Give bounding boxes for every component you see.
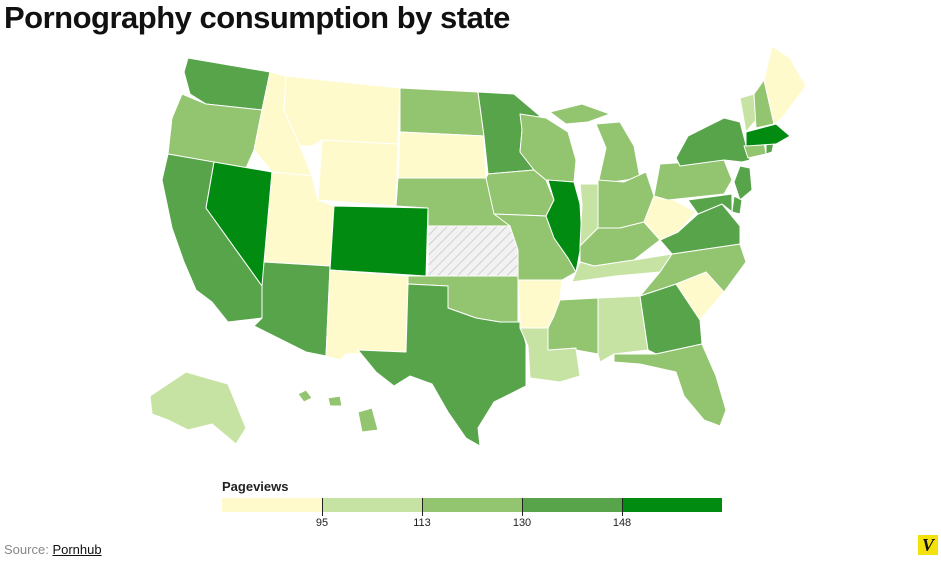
legend-tick	[522, 498, 523, 516]
state-wy	[317, 139, 399, 207]
state-ak	[149, 371, 247, 445]
legend-bin-4	[622, 498, 722, 512]
state-pa	[653, 159, 733, 201]
legend-bin-0	[222, 498, 322, 512]
legend-tick	[622, 498, 623, 516]
state-me	[763, 45, 807, 125]
vox-logo: V	[918, 535, 938, 555]
state-md	[687, 193, 741, 219]
legend-title: Pageviews	[222, 479, 289, 494]
source-link[interactable]: Pornhub	[52, 542, 102, 557]
state-az	[253, 261, 331, 357]
legend-tick-label: 95	[315, 517, 329, 529]
state-nj	[733, 165, 753, 201]
legend-bin-3	[522, 498, 622, 512]
state-wv	[643, 195, 697, 241]
state-nd	[399, 87, 485, 137]
page-title: Pornography consumption by state	[4, 0, 510, 35]
state-al	[597, 295, 649, 363]
legend-tick	[422, 498, 423, 516]
state-hi	[297, 389, 379, 433]
legend-tick	[322, 498, 323, 516]
state-tx	[357, 283, 527, 447]
us-choropleth-map	[149, 45, 807, 447]
state-sd	[397, 131, 487, 179]
legend-bin-2	[422, 498, 522, 512]
legend-color-scale	[222, 498, 722, 512]
source-label: Source:	[4, 542, 49, 557]
state-ma	[745, 123, 791, 147]
source-credit: Source: Pornhub	[4, 542, 102, 557]
state-vt	[739, 93, 757, 133]
state-ny	[675, 117, 751, 167]
legend-bin-1	[322, 498, 422, 512]
state-or	[167, 93, 263, 169]
legend-tick-label: 113	[413, 517, 431, 529]
state-ks	[427, 225, 519, 277]
state-nm	[325, 269, 409, 361]
legend-tick-label: 130	[512, 517, 532, 529]
state-co	[329, 205, 429, 277]
state-mt	[283, 75, 401, 147]
state-de	[731, 195, 743, 215]
legend-tick-label: 148	[612, 517, 632, 529]
state-fl	[613, 343, 727, 427]
state-il	[545, 179, 583, 273]
